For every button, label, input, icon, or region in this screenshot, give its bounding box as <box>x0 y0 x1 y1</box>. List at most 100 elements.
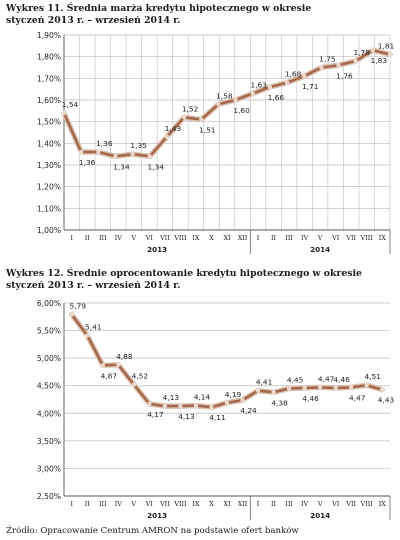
chart-11-data-point <box>216 102 221 107</box>
chart-12-data-point <box>318 385 323 390</box>
chart-11-data-point <box>267 84 272 90</box>
chart-11-title-line1: Wykres 11. Średnia marża kredytu hipotec… <box>6 3 312 14</box>
chart-11-y-tick-label: 1,90% <box>37 31 61 40</box>
chart-12-data-point <box>224 400 230 405</box>
chart-11-x-tick-label: XI <box>223 234 231 242</box>
chart-11-data-label: 1,66 <box>268 93 285 102</box>
chart-11-data-label: 1,68 <box>285 70 302 79</box>
chart-12-x-tick-label: XI <box>223 500 231 508</box>
chart-11-x-tick-label: IV <box>301 234 309 242</box>
chart-11-y-tick-label: 1,00% <box>37 226 61 235</box>
chart-12-x-tick-label: VI <box>331 500 340 508</box>
chart-11-x-tick-label: II <box>271 234 277 242</box>
chart-11-data-point <box>61 110 67 116</box>
chart-11-data-label: 1,34 <box>148 162 165 171</box>
chart-12-x-tick-label: IX <box>192 500 200 508</box>
chart-12-data-label: 4,11 <box>209 413 226 422</box>
chart-12-x-tick-label: VII <box>159 500 170 508</box>
chart-12-data-label: 4,24 <box>240 406 257 415</box>
chart-12-x-tick-label: IV <box>301 500 309 508</box>
chart-12-data-label: 4,13 <box>178 412 195 421</box>
chart-12-x-tick-label: I <box>70 500 73 508</box>
chart-12-data-point <box>364 383 369 388</box>
chart-12-data-point <box>255 388 261 393</box>
chart-12-year-label: 2013 <box>147 511 167 520</box>
chart-11-data-point <box>147 154 152 159</box>
chart-12-x-tick-label: VIII <box>360 500 374 508</box>
chart-12-data-label: 4,51 <box>364 372 381 381</box>
chart-12-data-point <box>333 385 338 391</box>
chart-12-data-label: 4,13 <box>163 393 180 402</box>
chart-11-data-label: 1,36 <box>96 139 113 148</box>
chart-12-y-tick-label: 5,50% <box>37 327 61 336</box>
chart-11-data-point <box>130 152 135 157</box>
chart-11-data-point <box>353 58 358 64</box>
chart-12-x-tick-label: VII <box>345 500 356 508</box>
chart-12-x-tick-label: V <box>131 500 137 508</box>
chart-12-x-tick-label: I <box>257 500 260 508</box>
chart-12-title-line1: Wykres 12. Średnie oprocentowanie kredyt… <box>6 268 362 279</box>
chart-11-data-point <box>96 149 101 155</box>
chart-12-y-tick-label: 4,00% <box>37 409 61 418</box>
chart-11-x-tick-label: IX <box>379 234 387 242</box>
chart-11-x-tick-label: III <box>285 234 293 242</box>
chart-12-data-label: 4,47 <box>318 374 335 383</box>
chart-11-data-point <box>113 154 118 159</box>
chart-12-y-tick-label: 4,50% <box>37 382 61 391</box>
chart-11-y-tick-label: 1,50% <box>37 118 61 127</box>
chart-12-data-label: 4,45 <box>287 375 304 384</box>
chart-12-title: Wykres 12. Średnie oprocentowanie kredyt… <box>6 268 362 292</box>
chart-11-y-tick-label: 1,60% <box>37 96 61 105</box>
chart-11-x-tick-label: VI <box>331 234 340 242</box>
chart-11-data-label: 1,36 <box>79 158 96 167</box>
chart-11-data-point <box>302 74 307 79</box>
chart-12-y-tick-label: 3,00% <box>37 464 61 473</box>
chart-11-data-label: 1,43 <box>165 124 182 133</box>
chart-12-x-tick-label: IX <box>379 500 387 508</box>
chart-11-y-tick-label: 1,40% <box>37 139 61 148</box>
chart-12-data-point <box>349 385 354 390</box>
chart-11-title-line2: styczeń 2013 r. – wrzesień 2014 r. <box>6 15 181 26</box>
chart-11-x-tick-label: III <box>99 234 107 242</box>
chart-11-data-point <box>336 63 341 68</box>
chart-11-x-tick-label: VII <box>345 234 356 242</box>
chart-12-y-tick-label: 6,00% <box>37 299 61 308</box>
chart-11-data-point <box>79 149 84 155</box>
chart-12-data-point <box>240 397 245 403</box>
chart-12-data-label: 4,43 <box>378 396 395 405</box>
chart-12-x-tick-label: VIII <box>173 500 187 508</box>
chart-11-data-label: 1,78 <box>353 48 370 57</box>
source-note: Źródło: Opracowanie Centrum AMRON na pod… <box>6 526 299 536</box>
chart-12-data-point <box>178 404 183 409</box>
chart-11-year-label: 2013 <box>147 245 167 254</box>
chart-12-data-point <box>85 333 90 338</box>
chart-11-x-tick-label: IV <box>115 234 123 242</box>
chart-11-data-point <box>164 134 170 139</box>
chart-12-data-point <box>302 385 307 391</box>
chart-12-title-line2: styczeń 2013 r. – wrzesień 2014 r. <box>6 280 181 291</box>
chart-12-x-tick-label: VI <box>145 500 154 508</box>
chart-12-data-label: 4,47 <box>349 393 366 402</box>
chart-11-x-tick-label: I <box>70 234 73 242</box>
chart-11-data-point <box>199 117 204 122</box>
chart-11-data-point <box>250 91 255 96</box>
chart-12-data-label: 4,46 <box>333 375 350 384</box>
chart-11-data-label: 1,52 <box>182 104 198 113</box>
chart-11-data-point <box>284 80 290 85</box>
chart-12-x-tick-label: V <box>317 500 323 508</box>
chart-11-x-tick-label: V <box>131 234 137 242</box>
chart-11-x-tick-label: IX <box>192 234 200 242</box>
chart-12-x-tick-label: III <box>285 500 293 508</box>
chart-11-data-point <box>233 97 238 103</box>
chart-11-y-tick-label: 1,20% <box>37 183 61 192</box>
chart-12-data-label: 4,87 <box>101 371 118 380</box>
chart-12-data-point <box>116 362 121 367</box>
chart-11-y-tick-label: 1,10% <box>37 204 61 213</box>
chart-12-y-tick-label: 2,50% <box>37 492 61 501</box>
chart-11-x-tick-label: II <box>85 234 91 242</box>
chart-12-x-tick-label: III <box>99 500 107 508</box>
chart-11-x-tick-label: X <box>209 234 214 242</box>
chart-11-x-tick-label: VIII <box>173 234 187 242</box>
chart-12-x-tick-label: XII <box>238 500 248 508</box>
